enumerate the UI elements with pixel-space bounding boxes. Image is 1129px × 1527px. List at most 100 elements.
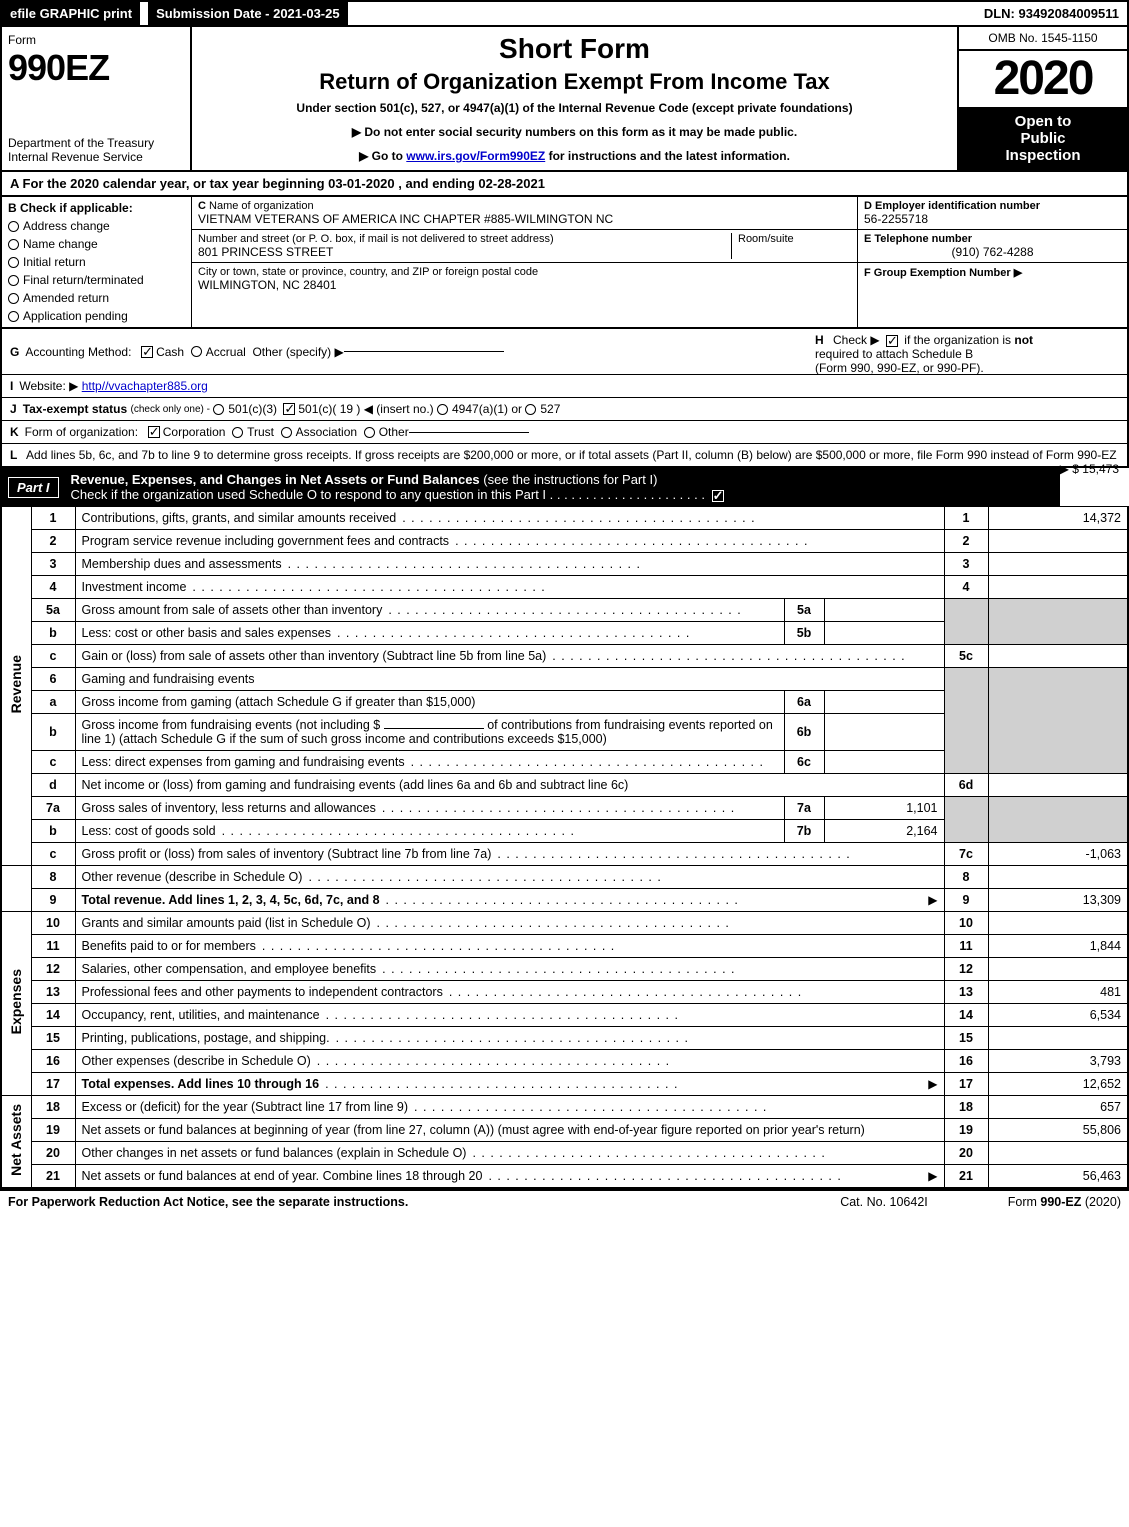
line-7b-no: b <box>31 820 75 843</box>
line-3-rn: 3 <box>944 553 988 576</box>
line-20-no: 20 <box>31 1142 75 1165</box>
row-h: H Check ▶ if the organization is not req… <box>815 329 1115 379</box>
row-l-text: Add lines 5b, 6c, and 7b to line 9 to de… <box>26 448 1117 462</box>
check-initial-return[interactable]: Initial return <box>8 255 185 269</box>
org-name-value: VIETNAM VETERANS OF AMERICA INC CHAPTER … <box>198 212 851 226</box>
instructions-link[interactable]: www.irs.gov/Form990EZ <box>406 149 545 163</box>
line-16-desc: Other expenses (describe in Schedule O) <box>82 1054 317 1068</box>
phone-value: (910) 762-4288 <box>864 245 1121 259</box>
line-19-desc: Net assets or fund balances at beginning… <box>75 1119 944 1142</box>
checkbox-trust[interactable] <box>232 427 243 438</box>
line-6c-desc: Less: direct expenses from gaming and fu… <box>82 755 411 769</box>
line-2-no: 2 <box>31 530 75 553</box>
open-to-public: Open to Public Inspection <box>959 107 1127 170</box>
tax-year: 2020 <box>959 51 1127 107</box>
header-left: Form 990EZ Department of the Treasury In… <box>2 27 192 170</box>
check-amended-return[interactable]: Amended return <box>8 291 185 305</box>
line-13-no: 13 <box>31 981 75 1004</box>
checkbox-schedule-b-not-required[interactable] <box>886 335 898 347</box>
line-6d-no: d <box>31 774 75 797</box>
line-4-desc: Investment income <box>82 580 193 594</box>
phone-label: E Telephone number <box>864 233 1121 245</box>
line-18-amount: 657 <box>988 1096 1128 1119</box>
checkbox-cash[interactable] <box>141 346 153 358</box>
ssn-warning: ▶ Do not enter social security numbers o… <box>204 125 945 139</box>
line-18-desc: Excess or (deficit) for the year (Subtra… <box>82 1100 415 1114</box>
row-j-lead: J <box>10 402 17 416</box>
line-1-rn: 1 <box>944 507 988 530</box>
row-l-lead: L <box>10 448 17 462</box>
line-7a-desc: Gross sales of inventory, less returns a… <box>82 801 382 815</box>
paperwork-notice: For Paperwork Reduction Act Notice, see … <box>8 1195 408 1209</box>
form-footer-ref: Form 990-EZ (2020) <box>1008 1195 1121 1209</box>
line-5c-no: c <box>31 645 75 668</box>
line-20-amount <box>988 1142 1128 1165</box>
checkbox-schedule-o-part1[interactable] <box>712 490 724 502</box>
city-label: City or town, state or province, country… <box>198 266 851 278</box>
check-final-return[interactable]: Final return/terminated <box>8 273 185 287</box>
accounting-method-label: Accounting Method: <box>25 345 131 359</box>
line-21-no: 21 <box>31 1165 75 1189</box>
line-6a-no: a <box>31 691 75 714</box>
line-8-rn: 8 <box>944 866 988 889</box>
line-14-desc: Occupancy, rent, utilities, and maintena… <box>82 1008 326 1022</box>
line-4-rn: 4 <box>944 576 988 599</box>
line-5a-desc: Gross amount from sale of assets other t… <box>82 603 389 617</box>
line-6c-sub: 6c <box>784 751 824 774</box>
street-label: Number and street (or P. O. box, if mail… <box>198 233 731 245</box>
line-11-no: 11 <box>31 935 75 958</box>
omb-number: OMB No. 1545-1150 <box>959 27 1127 51</box>
line-6b-no: b <box>31 714 75 751</box>
line-7c-amount: -1,063 <box>988 843 1128 866</box>
line-6a-desc: Gross income from gaming (attach Schedul… <box>75 691 784 714</box>
check-name-change[interactable]: Name change <box>8 237 185 251</box>
check-address-change[interactable]: Address change <box>8 219 185 233</box>
line-6b-subval <box>824 714 944 751</box>
line-7b-subval: 2,164 <box>824 820 944 843</box>
line-17-no: 17 <box>31 1073 75 1096</box>
line-9-amount: 13,309 <box>988 889 1128 912</box>
header-center: Short Form Return of Organization Exempt… <box>192 27 957 170</box>
section-c: C C Name of organizationName of organiza… <box>192 197 857 327</box>
line-19-amount: 55,806 <box>988 1119 1128 1142</box>
checkbox-501c3[interactable] <box>213 404 224 415</box>
checkbox-accrual[interactable] <box>191 346 202 357</box>
line-16-rn: 16 <box>944 1050 988 1073</box>
efile-print-button[interactable]: efile GRAPHIC print <box>2 2 140 25</box>
checkbox-association[interactable] <box>281 427 292 438</box>
check-application-pending[interactable]: Application pending <box>8 309 185 323</box>
form-number: 990EZ <box>8 47 184 89</box>
line-16-no: 16 <box>31 1050 75 1073</box>
line-12-desc: Salaries, other compensation, and employ… <box>82 962 383 976</box>
line-6d-desc: Net income or (loss) from gaming and fun… <box>75 774 944 797</box>
ein-value: 56-2255718 <box>864 212 1121 226</box>
checkbox-527[interactable] <box>525 404 536 415</box>
line-2-desc: Program service revenue including govern… <box>82 534 456 548</box>
checkbox-other-org[interactable] <box>364 427 375 438</box>
catalog-number: Cat. No. 10642I <box>840 1195 928 1209</box>
line-12-amount <box>988 958 1128 981</box>
line-14-amount: 6,534 <box>988 1004 1128 1027</box>
submission-date-button[interactable]: Submission Date - 2021-03-25 <box>146 2 350 25</box>
line-4-amount <box>988 576 1128 599</box>
line-4-no: 4 <box>31 576 75 599</box>
checkbox-4947[interactable] <box>437 404 448 415</box>
line-21-desc: Net assets or fund balances at end of ye… <box>82 1169 489 1183</box>
line-5a-subval <box>824 599 944 622</box>
checkbox-501c[interactable] <box>283 403 295 415</box>
line-5b-subval <box>824 622 944 645</box>
line-1-no: 1 <box>31 507 75 530</box>
form-word: Form <box>8 33 184 47</box>
entity-block: B Check if applicable: Address change Na… <box>0 197 1129 329</box>
line-9-rn: 9 <box>944 889 988 912</box>
line-3-no: 3 <box>31 553 75 576</box>
line-5a-sub: 5a <box>784 599 824 622</box>
side-label-expenses: Expenses <box>1 912 31 1096</box>
line-6c-subval <box>824 751 944 774</box>
website-link[interactable]: http//vvachapter885.org <box>82 379 208 393</box>
line-6-desc: Gaming and fundraising events <box>75 668 944 691</box>
checkbox-corporation[interactable] <box>148 426 160 438</box>
line-11-rn: 11 <box>944 935 988 958</box>
line-14-rn: 14 <box>944 1004 988 1027</box>
line-11-amount: 1,844 <box>988 935 1128 958</box>
